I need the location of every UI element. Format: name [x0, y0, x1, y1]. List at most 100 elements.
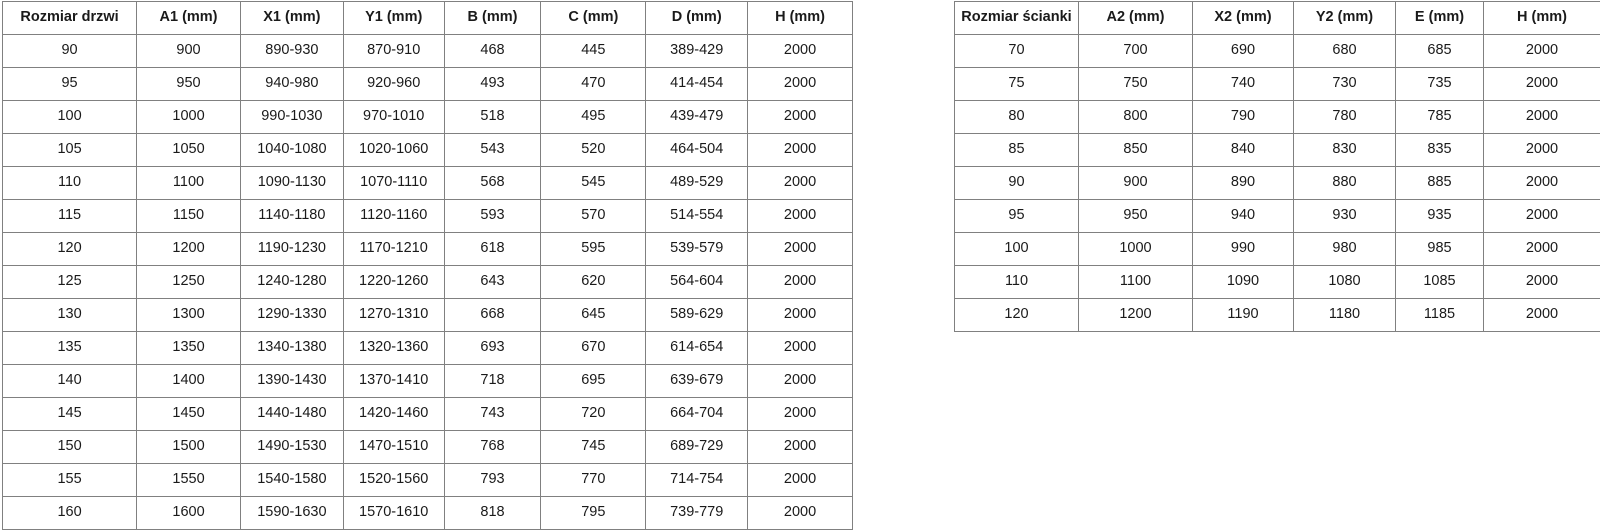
- cell-d: 464-504: [646, 134, 748, 167]
- cell-h: 2000: [1484, 200, 1600, 233]
- cell-y2: 880: [1294, 167, 1396, 200]
- cell-b: 543: [444, 134, 541, 167]
- cell-c: 670: [541, 332, 646, 365]
- cell-a1: 900: [137, 35, 241, 68]
- cell-h: 2000: [748, 266, 853, 299]
- cell-a2: 850: [1079, 134, 1193, 167]
- cell-x2: 690: [1193, 35, 1294, 68]
- walls-table-header: Rozmiar ścianki A2 (mm) X2 (mm) Y2 (mm) …: [955, 2, 1600, 35]
- table-row: 105 1050 1040-1080 1020-1060 543 520 464…: [3, 134, 853, 167]
- cell-e: 785: [1396, 101, 1484, 134]
- cell-e: 885: [1396, 167, 1484, 200]
- cell-a2: 750: [1079, 68, 1193, 101]
- cell-y1: 1120-1160: [343, 200, 444, 233]
- cell-rozmiar-scianki: 85: [955, 134, 1079, 167]
- cell-a1: 1500: [137, 431, 241, 464]
- cell-d: 614-654: [646, 332, 748, 365]
- table-row: 115 1150 1140-1180 1120-1160 593 570 514…: [3, 200, 853, 233]
- column-header-y2: Y2 (mm): [1294, 2, 1396, 35]
- cell-b: 518: [444, 101, 541, 134]
- cell-e: 985: [1396, 233, 1484, 266]
- column-header-h: H (mm): [1484, 2, 1600, 35]
- cell-y1: 1270-1310: [343, 299, 444, 332]
- table-row: 75 750 740 730 735 2000: [955, 68, 1600, 101]
- column-header-h: H (mm): [748, 2, 853, 35]
- cell-rozmiar-scianki: 95: [955, 200, 1079, 233]
- cell-x1: 1290-1330: [240, 299, 343, 332]
- cell-x1: 1040-1080: [240, 134, 343, 167]
- cell-rozmiar-drzwi: 150: [3, 431, 137, 464]
- cell-h: 2000: [748, 464, 853, 497]
- cell-x2: 1190: [1193, 299, 1294, 332]
- cell-b: 793: [444, 464, 541, 497]
- cell-x2: 1090: [1193, 266, 1294, 299]
- cell-a1: 1200: [137, 233, 241, 266]
- cell-x1: 1140-1180: [240, 200, 343, 233]
- cell-a1: 1000: [137, 101, 241, 134]
- cell-y1: 1370-1410: [343, 365, 444, 398]
- cell-y2: 680: [1294, 35, 1396, 68]
- cell-x1: 940-980: [240, 68, 343, 101]
- cell-y1: 870-910: [343, 35, 444, 68]
- table-row: 155 1550 1540-1580 1520-1560 793 770 714…: [3, 464, 853, 497]
- cell-rozmiar-scianki: 120: [955, 299, 1079, 332]
- cell-y1: 970-1010: [343, 101, 444, 134]
- table-row: 95 950 940 930 935 2000: [955, 200, 1600, 233]
- cell-b: 668: [444, 299, 541, 332]
- walls-dimensions-table-container: Rozmiar ścianki A2 (mm) X2 (mm) Y2 (mm) …: [954, 1, 1600, 332]
- cell-h: 2000: [748, 200, 853, 233]
- cell-x1: 1190-1230: [240, 233, 343, 266]
- cell-y1: 920-960: [343, 68, 444, 101]
- table-row: 100 1000 990-1030 970-1010 518 495 439-4…: [3, 101, 853, 134]
- cell-y2: 1080: [1294, 266, 1396, 299]
- cell-d: 539-579: [646, 233, 748, 266]
- walls-dimensions-table: Rozmiar ścianki A2 (mm) X2 (mm) Y2 (mm) …: [954, 1, 1600, 332]
- column-header-x1: X1 (mm): [240, 2, 343, 35]
- column-header-a1: A1 (mm): [137, 2, 241, 35]
- cell-e: 1185: [1396, 299, 1484, 332]
- cell-c: 620: [541, 266, 646, 299]
- cell-x2: 740: [1193, 68, 1294, 101]
- cell-a2: 900: [1079, 167, 1193, 200]
- table-row: 130 1300 1290-1330 1270-1310 668 645 589…: [3, 299, 853, 332]
- cell-a1: 950: [137, 68, 241, 101]
- cell-h: 2000: [748, 233, 853, 266]
- cell-x1: 1390-1430: [240, 365, 343, 398]
- cell-y1: 1070-1110: [343, 167, 444, 200]
- cell-rozmiar-drzwi: 155: [3, 464, 137, 497]
- cell-c: 595: [541, 233, 646, 266]
- table-row: 110 1100 1090-1130 1070-1110 568 545 489…: [3, 167, 853, 200]
- column-header-e: E (mm): [1396, 2, 1484, 35]
- cell-y2: 830: [1294, 134, 1396, 167]
- cell-rozmiar-drzwi: 120: [3, 233, 137, 266]
- cell-h: 2000: [748, 365, 853, 398]
- cell-a1: 1550: [137, 464, 241, 497]
- doors-dimensions-table-container: Rozmiar drzwi A1 (mm) X1 (mm) Y1 (mm) B …: [2, 1, 853, 530]
- cell-y1: 1420-1460: [343, 398, 444, 431]
- cell-b: 768: [444, 431, 541, 464]
- cell-y1: 1320-1360: [343, 332, 444, 365]
- cell-h: 2000: [1484, 68, 1600, 101]
- cell-b: 743: [444, 398, 541, 431]
- cell-rozmiar-drzwi: 125: [3, 266, 137, 299]
- column-header-c: C (mm): [541, 2, 646, 35]
- cell-x2: 990: [1193, 233, 1294, 266]
- cell-b: 568: [444, 167, 541, 200]
- cell-rozmiar-scianki: 75: [955, 68, 1079, 101]
- cell-y2: 980: [1294, 233, 1396, 266]
- cell-y1: 1570-1610: [343, 497, 444, 530]
- cell-c: 795: [541, 497, 646, 530]
- cell-rozmiar-drzwi: 145: [3, 398, 137, 431]
- cell-h: 2000: [748, 134, 853, 167]
- cell-d: 564-604: [646, 266, 748, 299]
- cell-rozmiar-drzwi: 95: [3, 68, 137, 101]
- cell-x2: 940: [1193, 200, 1294, 233]
- cell-c: 545: [541, 167, 646, 200]
- table-row: 70 700 690 680 685 2000: [955, 35, 1600, 68]
- cell-rozmiar-drzwi: 130: [3, 299, 137, 332]
- cell-rozmiar-scianki: 70: [955, 35, 1079, 68]
- table-row: 90 900 890 880 885 2000: [955, 167, 1600, 200]
- cell-h: 2000: [1484, 233, 1600, 266]
- table-row: 100 1000 990 980 985 2000: [955, 233, 1600, 266]
- column-header-x2: X2 (mm): [1193, 2, 1294, 35]
